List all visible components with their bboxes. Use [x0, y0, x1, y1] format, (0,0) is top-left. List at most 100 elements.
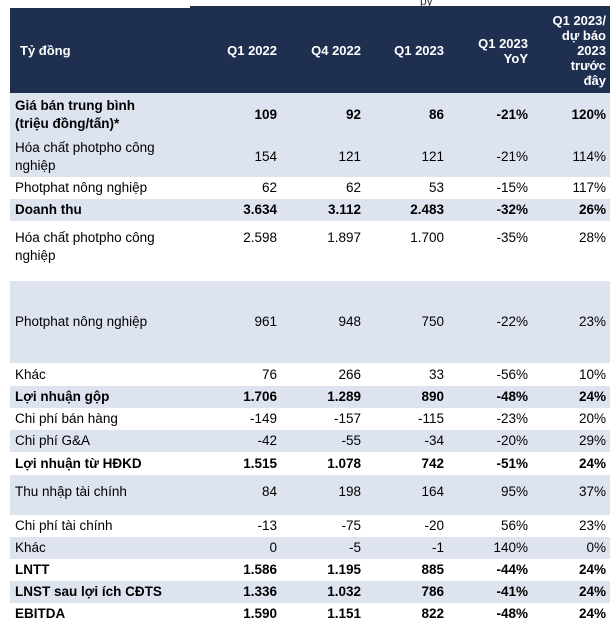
cell-yoy: 95% — [448, 475, 532, 515]
cell-q4-2022: -55 — [281, 430, 365, 452]
row-label: EBITDA — [15, 606, 66, 621]
cell-q4-2022: -75 — [341, 518, 361, 533]
table-row: Lợi nhuận từ HĐKD 1.515 1.078 742 -51% 24% — [10, 452, 610, 475]
header-q1-2022: Q1 2022 — [205, 8, 281, 93]
cell-yoy: -32% — [448, 199, 532, 221]
cell-q1-2023: 86 — [365, 93, 448, 137]
cell-q1-2023: 885 — [421, 562, 444, 577]
top-rule-bar — [190, 6, 610, 8]
row-label: Thu nhập tài chính — [10, 475, 205, 515]
cell-q4-2022: 1.289 — [281, 386, 365, 408]
table-row: EBITDA 1.590 1.151 822 -48% 24% — [10, 603, 610, 625]
cell-q1-2023: 750 — [365, 281, 448, 363]
cell-q4-2022: 198 — [281, 475, 365, 515]
cell-vs-forecast: 114% — [532, 137, 610, 177]
table-row: Photphat nông nghiệp 961 948 750 -22% 23% — [10, 281, 610, 363]
cell-vs-forecast: 28% — [578, 230, 606, 245]
cell-q1-2023: 2.483 — [365, 199, 448, 221]
cell-q1-2023: 890 — [365, 386, 448, 408]
cell-q1-2022: 1.706 — [205, 386, 281, 408]
cell-q4-2022: 1.151 — [327, 606, 361, 621]
cell-q4-2022: 121 — [281, 137, 365, 177]
row-label: Lợi nhuận từ HĐKD — [15, 455, 142, 471]
row-label: Photphat nông nghiệp — [15, 180, 148, 195]
row-label: LNST sau lợi ích CĐTS — [10, 581, 205, 603]
cell-q1-2023: -20 — [424, 518, 444, 533]
cell-q4-2022: -157 — [333, 411, 361, 426]
cell-q4-2022: 1.897 — [327, 230, 361, 245]
header-vs-forecast: Q1 2023/dự báo 2023 trước đây — [532, 8, 610, 93]
cell-q1-2023: 33 — [428, 366, 444, 382]
cell-q1-2023: -115 — [417, 411, 444, 426]
cell-q1-2022: 109 — [205, 93, 281, 137]
cell-yoy: -15% — [496, 180, 528, 195]
header-unit: Tỷ đồng — [10, 8, 205, 93]
cell-q1-2023: 786 — [365, 581, 448, 603]
cell-yoy: -56% — [496, 366, 528, 382]
cell-q1-2022: 62 — [261, 180, 277, 195]
table-row: Khác 0 -5 -1 140% 0% — [10, 537, 610, 559]
top-rule: py — [190, 0, 610, 8]
cell-q1-2023: 121 — [365, 137, 448, 177]
row-label: Doanh thu — [10, 199, 205, 221]
cell-yoy: -23% — [496, 411, 528, 426]
cell-q4-2022: 1.078 — [327, 455, 361, 471]
cell-q1-2022: 961 — [205, 281, 281, 363]
table-row: Doanh thu 3.634 3.112 2.483 -32% 26% — [10, 199, 610, 221]
cell-q1-2022: 154 — [205, 137, 281, 177]
table-row: Khác 76 266 33 -56% 10% — [10, 363, 610, 386]
cell-vs-forecast: 24% — [532, 386, 610, 408]
cell-vs-forecast: 24% — [578, 606, 606, 621]
row-label: Giá bán trung bình (triệu đồng/tấn)* — [10, 93, 205, 137]
cell-q1-2022: -42 — [205, 430, 281, 452]
cell-q1-2023: 53 — [428, 180, 444, 195]
cell-q1-2022: 76 — [261, 366, 277, 382]
cell-q1-2022: 2.598 — [243, 230, 277, 245]
row-label: Chi phí bán hàng — [15, 411, 118, 426]
cell-q4-2022: 3.112 — [281, 199, 365, 221]
table-row: Chi phí tài chính -13 -75 -20 56% 23% — [10, 515, 610, 537]
cell-q1-2022: 1.590 — [243, 606, 277, 621]
cell-vs-forecast: 26% — [532, 199, 610, 221]
cell-vs-forecast: 24% — [578, 455, 606, 471]
cell-q1-2023: -34 — [365, 430, 448, 452]
cell-vs-forecast: 24% — [532, 581, 610, 603]
cell-vs-forecast: 37% — [532, 475, 610, 515]
cell-vs-forecast: 20% — [578, 411, 606, 426]
cell-yoy: -20% — [448, 430, 532, 452]
table-row: Lợi nhuận gộp 1.706 1.289 890 -48% 24% — [10, 386, 610, 408]
cell-q1-2023: 742 — [421, 455, 444, 471]
row-label: Hóa chất photpho công nghiệp — [15, 230, 155, 263]
cell-yoy: -51% — [496, 455, 528, 471]
cell-yoy: -21% — [448, 137, 532, 177]
table-row: Photphat nông nghiệp 62 62 53 -15% 117% — [10, 177, 610, 199]
table-row: Chi phí G&A -42 -55 -34 -20% 29% — [10, 430, 610, 452]
row-label: Khác — [10, 537, 205, 559]
cell-yoy: 140% — [448, 537, 532, 559]
financial-table: Tỷ đồng Q1 2022 Q4 2022 Q1 2023 Q1 2023 Y… — [10, 8, 610, 625]
row-label: Photphat nông nghiệp — [10, 281, 205, 363]
cell-q4-2022: 1.195 — [327, 562, 361, 577]
row-label: Chi phí tài chính — [15, 518, 113, 533]
cell-q4-2022: 62 — [345, 180, 361, 195]
cell-yoy: 56% — [500, 518, 528, 533]
cell-q1-2023: 1.700 — [410, 230, 444, 245]
cell-q1-2022: -149 — [249, 411, 277, 426]
cell-yoy: -41% — [448, 581, 532, 603]
header-q1-2023: Q1 2023 — [365, 8, 448, 93]
cell-vs-forecast: 117% — [572, 180, 606, 195]
cropped-heading-fragment: py — [420, 0, 433, 8]
cell-q1-2022: 1.336 — [205, 581, 281, 603]
table-row: Chi phí bán hàng -149 -157 -115 -23% 20% — [10, 408, 610, 430]
cell-q1-2023: -1 — [365, 537, 448, 559]
cell-q1-2022: 1.586 — [243, 562, 277, 577]
header-yoy: Q1 2023 YoY — [448, 8, 532, 93]
table-row: Hóa chất photpho công nghiệp 154 121 121 -21%… — [10, 137, 610, 177]
cell-vs-forecast: 10% — [578, 366, 606, 382]
cell-q1-2023: 822 — [421, 606, 444, 621]
cell-yoy: -44% — [496, 562, 528, 577]
cell-q4-2022: -5 — [281, 537, 365, 559]
row-label: Hóa chất photpho công nghiệp — [10, 137, 205, 177]
cell-yoy: -35% — [496, 230, 528, 245]
cell-q1-2022: 84 — [205, 475, 281, 515]
